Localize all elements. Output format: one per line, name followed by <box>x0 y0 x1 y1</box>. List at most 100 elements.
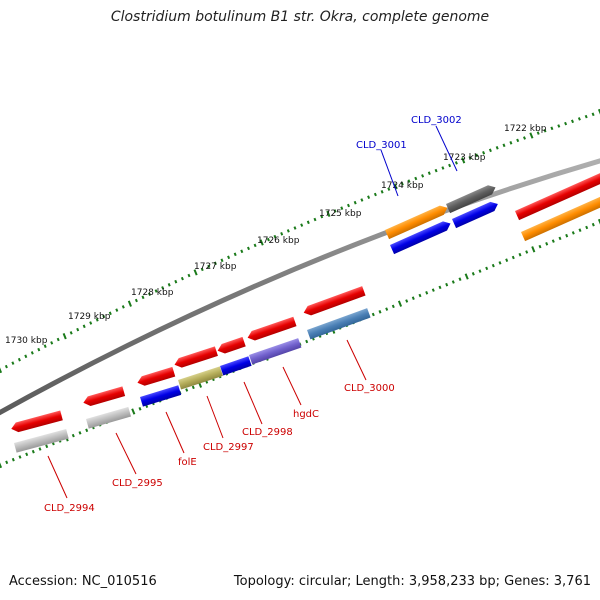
inner-tick <box>85 428 89 433</box>
outer-tick <box>387 187 391 191</box>
label-cld-3001[interactable]: CLD_3001 <box>356 140 407 151</box>
feature-red-reverse-2[interactable] <box>246 316 297 343</box>
outer-tick <box>367 195 371 199</box>
inner-tick <box>505 258 509 262</box>
outer-tick <box>360 198 364 202</box>
inner-tick <box>45 444 49 449</box>
inner-tick <box>138 407 142 411</box>
tick-label-1723: 1723 kbp <box>443 153 486 163</box>
outer-tick <box>421 174 425 178</box>
outer-tick <box>488 148 492 153</box>
outer-tick <box>502 143 506 148</box>
inner-tick <box>464 273 469 280</box>
inner-tick <box>425 291 429 295</box>
feature-cld-3001[interactable] <box>390 219 453 255</box>
feature-red-forward-right[interactable] <box>515 170 600 221</box>
feature-hgdC[interactable] <box>249 338 302 365</box>
feature-darkgrey-forward[interactable] <box>446 183 498 214</box>
label-cld-3002[interactable]: CLD_3002 <box>411 115 462 126</box>
outer-tick <box>0 366 3 374</box>
outer-tick <box>227 255 231 260</box>
outer-tick <box>584 114 588 119</box>
outer-tick <box>293 226 297 230</box>
outer-tick <box>495 146 499 150</box>
label-cld-2995[interactable]: CLD_2995 <box>112 478 163 489</box>
inner-tick <box>585 225 589 230</box>
inner-tick <box>397 300 403 307</box>
outer-tick <box>557 124 561 128</box>
label-cld-2994[interactable]: CLD_2994 <box>44 503 95 514</box>
inner-tick <box>18 455 22 459</box>
inner-tick <box>411 296 415 300</box>
inner-tick <box>378 310 382 314</box>
outer-tick <box>37 347 41 352</box>
outer-tick <box>82 324 86 329</box>
inner-tick <box>191 385 195 390</box>
feature-red-reverse-3[interactable] <box>216 336 246 356</box>
inner-tick <box>418 293 422 298</box>
outer-tick <box>187 273 191 278</box>
feature-orange-forward-right[interactable] <box>521 191 600 242</box>
inner-tick <box>591 222 595 227</box>
feature-cld-3002[interactable] <box>452 199 500 229</box>
outer-tick <box>550 126 554 131</box>
outer-tick <box>441 166 445 170</box>
outer-tick <box>482 151 486 155</box>
outer-tick <box>115 308 119 312</box>
outer-tick <box>95 318 99 322</box>
inner-tick <box>131 408 136 415</box>
label-hgdC[interactable]: hgdC <box>293 409 319 420</box>
feature-red-reverse-1[interactable] <box>302 286 366 317</box>
label-cld-2997[interactable]: CLD_2997 <box>203 442 254 453</box>
outer-tick <box>50 341 54 345</box>
feature-red-reverse-4[interactable] <box>173 346 218 369</box>
outer-tick <box>571 119 574 124</box>
outer-tick <box>247 246 250 251</box>
outer-tick <box>380 190 384 194</box>
outer-tick <box>62 333 67 340</box>
outer-tick <box>353 200 357 205</box>
outer-tick <box>76 327 80 332</box>
outer-tick <box>69 331 73 335</box>
outer-tick <box>154 289 158 293</box>
feature-cld-2997[interactable] <box>178 366 223 390</box>
outer-tick <box>207 264 211 269</box>
outer-tick <box>434 168 438 173</box>
feature-red-reverse-5[interactable] <box>136 366 176 388</box>
outer-tick <box>233 252 237 257</box>
inner-tick <box>31 449 35 454</box>
map-title: Clostridium botulinum B1 str. Okra, comp… <box>110 9 490 25</box>
outer-tick <box>523 136 526 140</box>
feature-cld-2998[interactable] <box>220 356 252 376</box>
inner-tick <box>11 457 15 462</box>
outer-tick <box>516 138 520 143</box>
outer-tick <box>4 364 8 369</box>
inner-tick <box>5 460 9 465</box>
feature-cld-2994[interactable] <box>13 429 69 453</box>
feature-orange-forward[interactable] <box>385 203 449 240</box>
inner-tick <box>565 233 569 238</box>
label-cld-2998[interactable]: CLD_2998 <box>242 427 293 438</box>
label-folE[interactable]: folE <box>178 457 197 468</box>
feature-cld-2995[interactable] <box>86 406 132 429</box>
outer-tick <box>475 153 479 158</box>
feature-folE[interactable] <box>140 385 182 407</box>
label-cld-3000[interactable]: CLD_3000 <box>344 383 395 394</box>
outer-tick <box>17 357 21 362</box>
feature-cld-3000[interactable] <box>307 308 371 340</box>
inner-tick <box>471 272 475 276</box>
tick-label-1725: 1725 kbp <box>319 209 362 219</box>
genome-backbone <box>0 158 600 416</box>
outer-tick <box>306 220 310 225</box>
outer-tick <box>400 182 404 186</box>
outer-tick <box>313 217 317 222</box>
feature-red-reverse-6[interactable] <box>82 386 126 407</box>
outer-tick <box>253 243 257 248</box>
feature-red-reverse-7[interactable] <box>10 410 63 434</box>
genome-summary-text: Topology: circular; Length: 3,958,233 bp… <box>233 574 591 589</box>
outer-tick <box>56 337 60 342</box>
outer-tick <box>266 237 270 242</box>
inner-tick <box>578 228 582 232</box>
outer-tick <box>121 305 125 309</box>
outer-tick <box>134 298 138 303</box>
